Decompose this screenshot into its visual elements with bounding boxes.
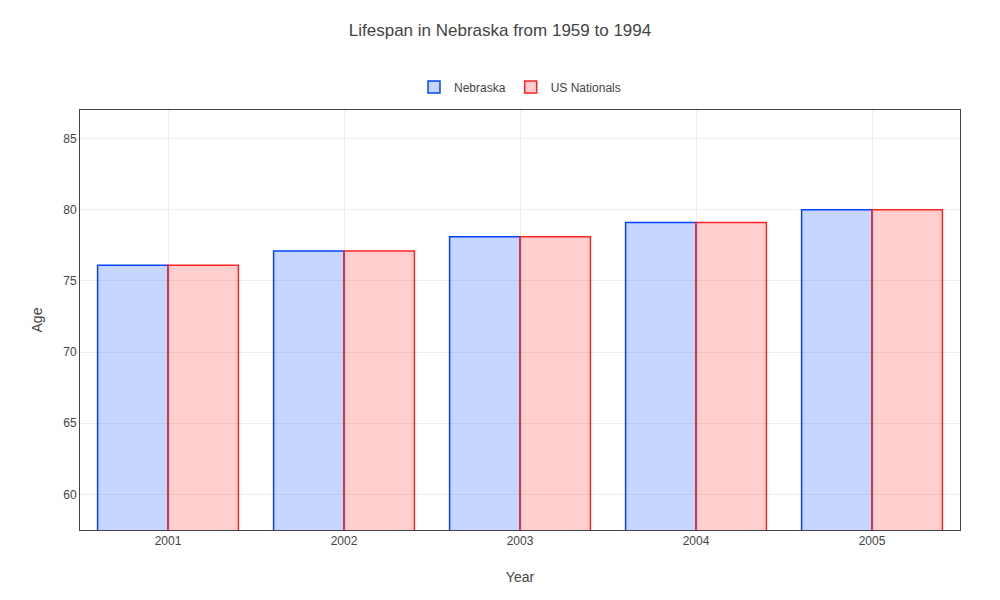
svg-text:Lifespan in Nebraska from 1959: Lifespan in Nebraska from 1959 to 1994 <box>349 21 651 40</box>
svg-text:2001: 2001 <box>155 534 182 548</box>
svg-text:70: 70 <box>63 345 77 359</box>
svg-text:60: 60 <box>63 488 77 502</box>
svg-text:Year: Year <box>506 569 535 585</box>
svg-text:US Nationals: US Nationals <box>551 81 621 95</box>
svg-text:Nebraska: Nebraska <box>454 81 506 95</box>
svg-text:85: 85 <box>63 132 77 146</box>
svg-text:2002: 2002 <box>331 534 358 548</box>
svg-text:2003: 2003 <box>507 534 534 548</box>
svg-text:2005: 2005 <box>859 534 886 548</box>
svg-text:65: 65 <box>63 416 77 430</box>
svg-text:Age: Age <box>29 307 45 332</box>
svg-text:75: 75 <box>63 274 77 288</box>
svg-text:80: 80 <box>63 203 77 217</box>
svg-text:2004: 2004 <box>683 534 710 548</box>
